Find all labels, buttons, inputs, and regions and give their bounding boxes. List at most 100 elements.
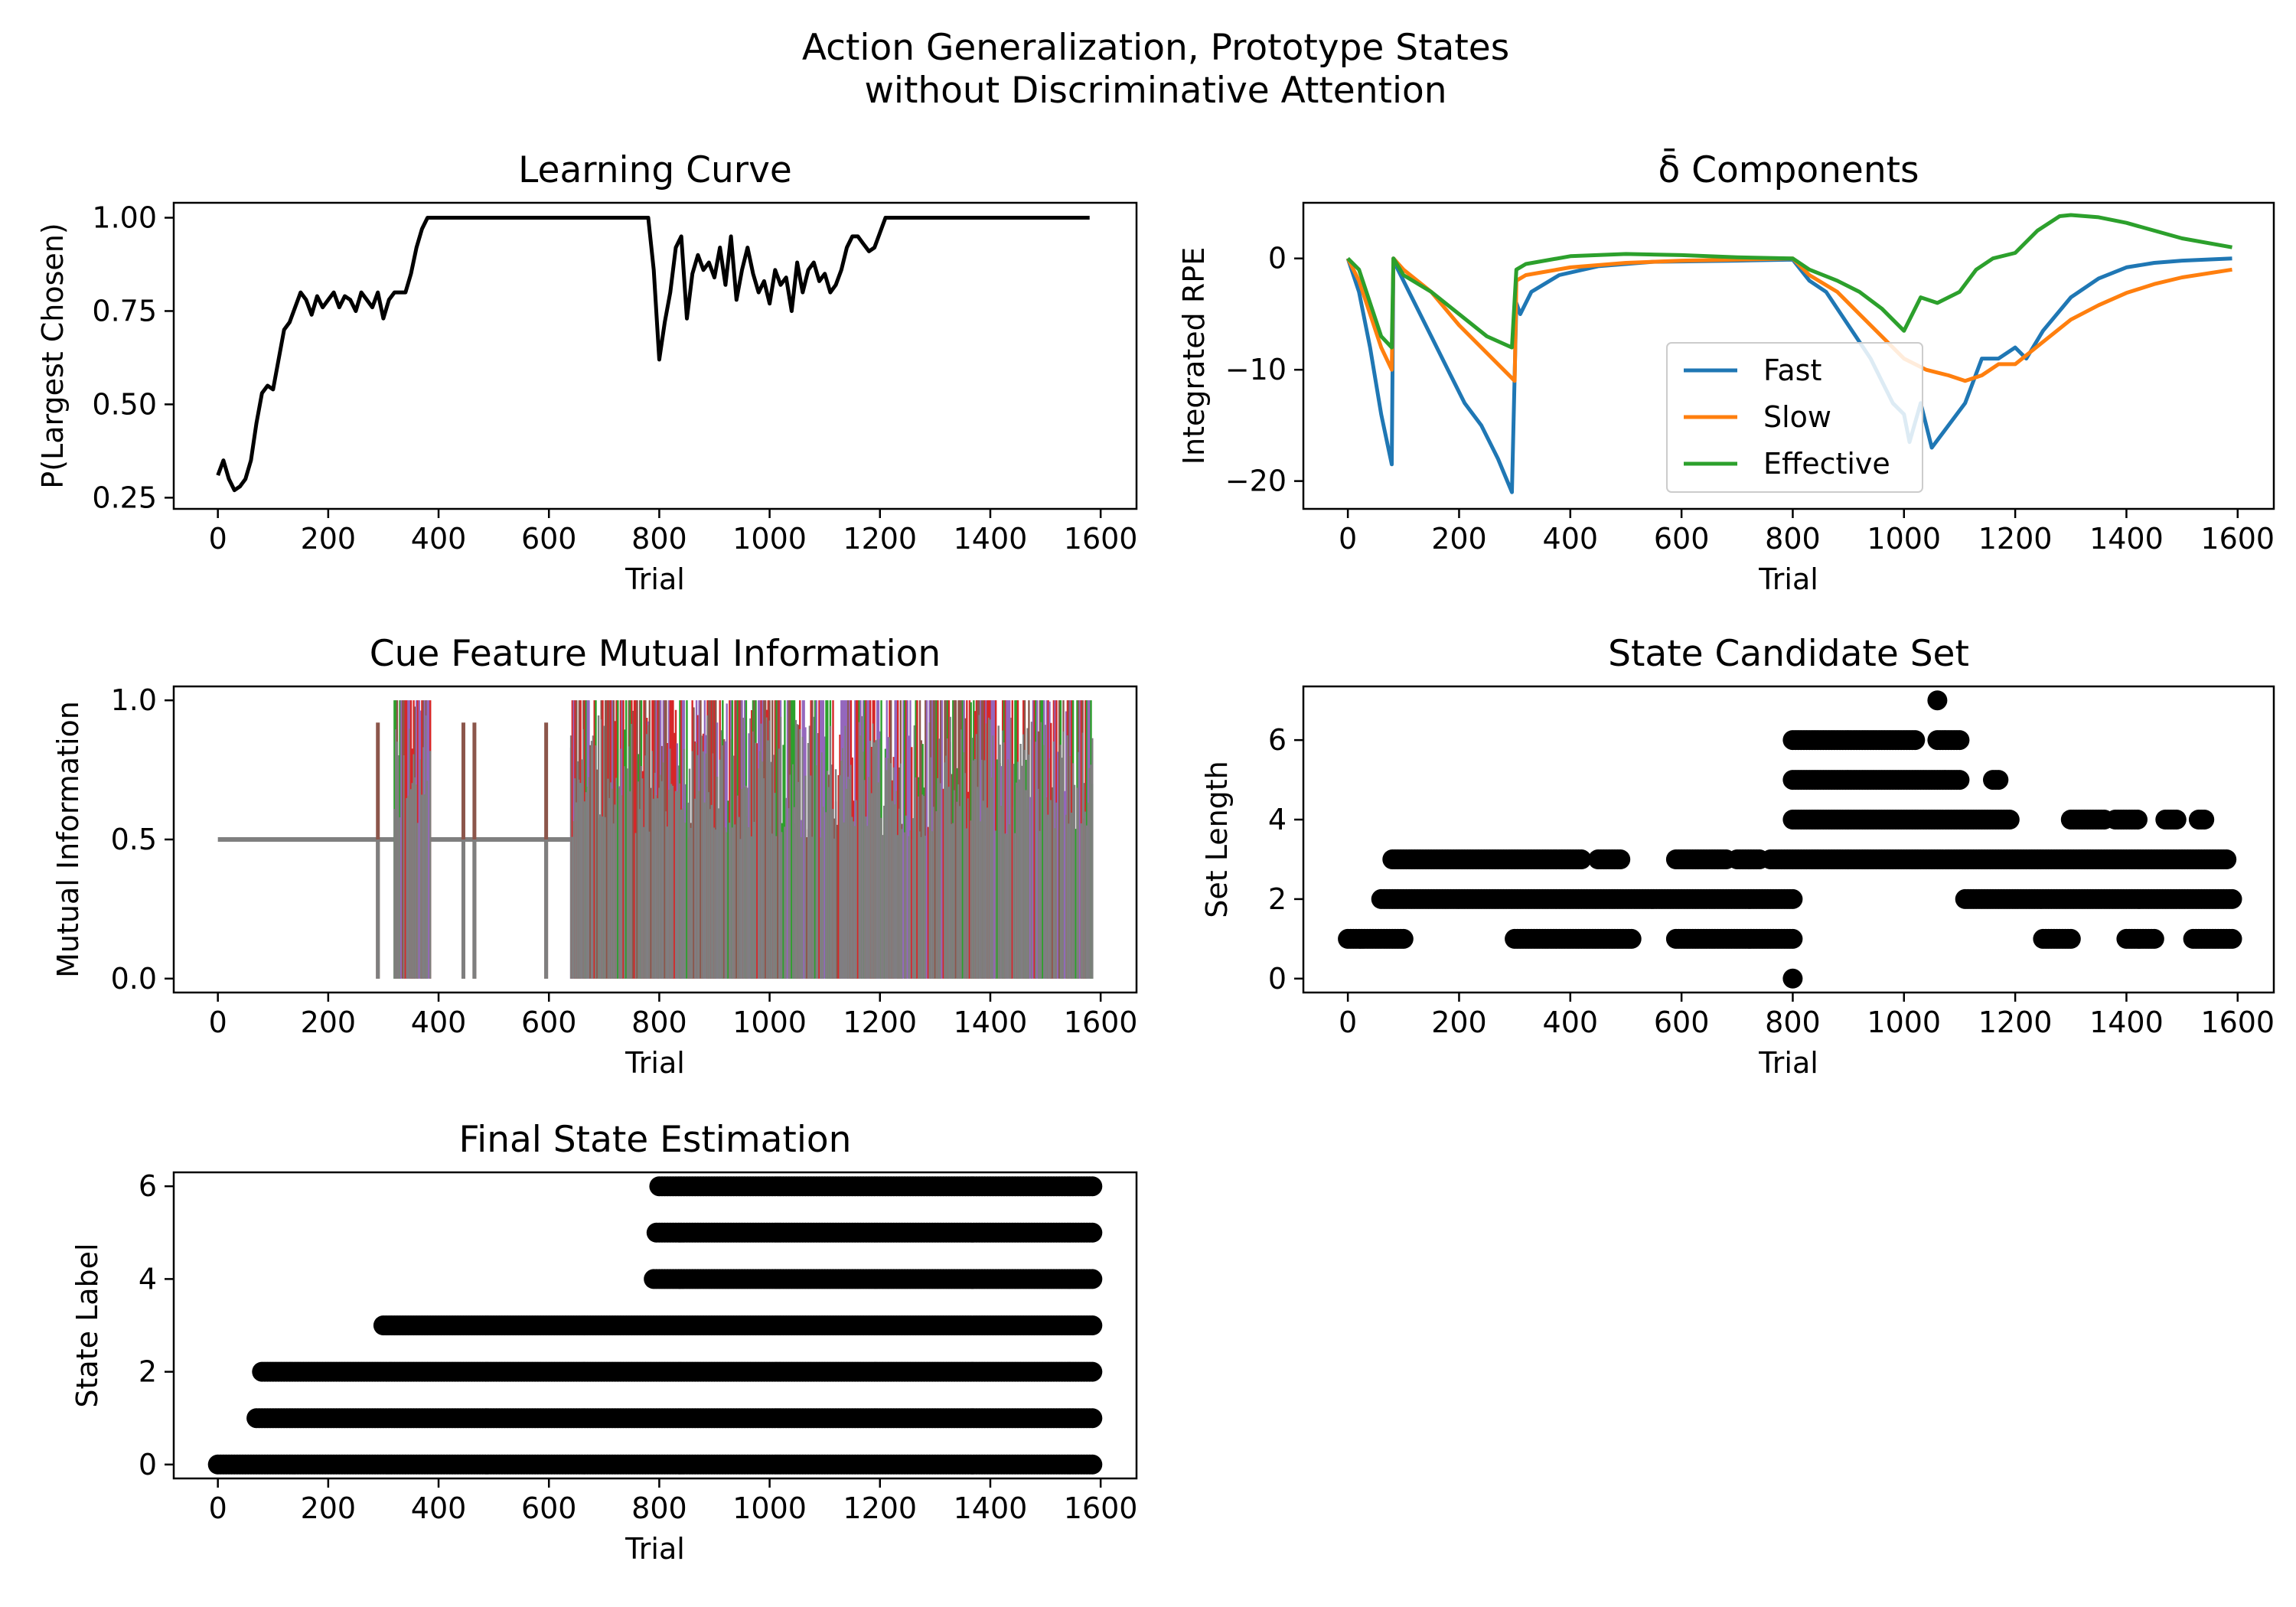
candidate-point	[2060, 928, 2081, 949]
delta-xtick-label: 1000	[1867, 522, 1941, 556]
candidate-point	[1905, 730, 1926, 751]
candidate-axes-frame	[1302, 685, 2275, 994]
final-ylabel: State Label	[70, 1243, 104, 1407]
final-xtick-label: 200	[301, 1491, 357, 1525]
final-xtick-label: 1000	[732, 1491, 807, 1525]
mutual-xtick-label: 1600	[1064, 1006, 1138, 1039]
learning-xlabel: Trial	[625, 562, 685, 596]
learning-xtick-label: 1600	[1064, 522, 1138, 556]
candidate-xtick-label: 800	[1765, 1006, 1821, 1039]
learning-ytick-label: 0.25	[92, 481, 157, 514]
legend-label-fast: Fast	[1763, 354, 1821, 387]
candidate-point	[2222, 888, 2242, 909]
final-xtick-label: 0	[209, 1491, 227, 1525]
figure-title-line2: without Discriminative Attention	[864, 70, 1446, 112]
final-point	[1082, 1176, 1103, 1197]
delta-axes-frame	[1302, 201, 2275, 510]
mutual-xtick-label: 400	[411, 1006, 467, 1039]
final-point	[1082, 1361, 1103, 1382]
learning-ylabel: P(Largest Chosen)	[36, 223, 70, 488]
final-ytick-label: 4	[139, 1262, 157, 1296]
learning-xtick-label: 1200	[843, 522, 917, 556]
mutual-xtick-label: 1400	[954, 1006, 1028, 1039]
delta-xtick-label: 800	[1765, 522, 1821, 556]
learning-title: Learning Curve	[518, 149, 792, 191]
final-point	[1082, 1315, 1103, 1335]
candidate-point	[1927, 690, 1948, 711]
candidate-xtick-label: 1200	[1978, 1006, 2053, 1039]
delta-xtick-label: 400	[1543, 522, 1599, 556]
candidate-point	[2216, 849, 2237, 869]
candidate-point	[1999, 810, 2020, 830]
candidate-xtick-label: 1400	[2089, 1006, 2164, 1039]
mutual-xtick-label: 1200	[843, 1006, 917, 1039]
final-title: Final State Estimation	[459, 1119, 852, 1161]
final-xtick-label: 400	[411, 1491, 467, 1525]
candidate-ylabel: Set Length	[1200, 761, 1234, 918]
final-ytick-label: 2	[139, 1355, 157, 1389]
subplot-delta: 0 200 400 600 800 1000 1200 1400 1600 0 −10 −20 δ̄ C…	[1177, 148, 2275, 596]
final-point	[1082, 1454, 1103, 1475]
final-ytick-label: 6	[139, 1169, 157, 1203]
final-xlabel: Trial	[625, 1532, 685, 1566]
legend-label-effective: Effective	[1763, 447, 1890, 481]
candidate-point	[2222, 928, 2242, 949]
learning-xtick-label: 200	[301, 522, 357, 556]
candidate-ytick-label: 2	[1268, 882, 1287, 916]
final-point	[1082, 1269, 1103, 1289]
candidate-data-layer	[1338, 690, 2242, 989]
candidate-point	[1782, 888, 1803, 909]
final-xtick-label: 1400	[954, 1491, 1028, 1525]
final-point	[1082, 1408, 1103, 1429]
candidate-xtick-label: 200	[1431, 1006, 1487, 1039]
final-xtick-label: 1200	[843, 1491, 917, 1525]
mutual-xlabel: Trial	[625, 1046, 685, 1080]
candidate-xtick-label: 0	[1339, 1006, 1357, 1039]
delta-ytick-label: −10	[1225, 353, 1287, 386]
candidate-point	[2194, 810, 2215, 830]
candidate-point	[1610, 849, 1631, 869]
legend-box	[1666, 342, 1923, 493]
delta-xtick-label: 1400	[2089, 522, 2164, 556]
mutual-ytick-label: 0.0	[111, 962, 157, 996]
candidate-point	[1782, 928, 1803, 949]
subplot-final: 0 200 400 600 800 1000 1200 1400 1600 0 2 4 6 Final S…	[70, 1119, 1137, 1566]
candidate-point	[1949, 730, 1970, 751]
candidate-point	[1988, 770, 2009, 790]
candidate-point	[2166, 810, 2187, 830]
mutual-xtick-label: 1000	[732, 1006, 807, 1039]
final-axes-frame	[172, 1171, 1138, 1480]
subplots: 0 200 400 600 800 1000 1200 1400 16000.250.500.7…	[36, 148, 2275, 1566]
delta-xtick-label: 1600	[2200, 522, 2275, 556]
final-point	[1082, 1222, 1103, 1243]
candidate-xtick-label: 400	[1543, 1006, 1599, 1039]
candidate-point	[2128, 810, 2148, 830]
delta-xtick-label: 1200	[1978, 522, 2053, 556]
candidate-ytick-label: 0	[1268, 962, 1287, 996]
candidate-xlabel: Trial	[1758, 1046, 1818, 1080]
subplot-mutual: 0 200 400 600 800 1000 1200 1400 1600 0.0 0.5 1.0 Cu…	[51, 633, 1137, 1080]
mutual-ylabel: Mutual Information	[51, 701, 85, 978]
delta-ylabel: Integrated RPE	[1177, 247, 1211, 464]
candidate-point	[1393, 928, 1414, 949]
mutual-data-layer	[217, 700, 1094, 979]
delta-xtick-label: 200	[1431, 522, 1487, 556]
candidate-xtick-label: 1000	[1867, 1006, 1941, 1039]
learning-axes-frame	[172, 201, 1138, 510]
candidate-title: State Candidate Set	[1608, 633, 1969, 675]
learning-xtick-label: 400	[411, 522, 467, 556]
candidate-point	[2144, 928, 2164, 949]
learning-xtick-label: 800	[631, 522, 687, 556]
candidate-point	[1571, 849, 1592, 869]
final-xtick-label: 600	[521, 1491, 577, 1525]
subplot-candidate: 0 200 400 600 800 1000 1200 1400 1600 0 2 4 6 State C…	[1200, 633, 2275, 1080]
learning-ytick-label: 0.50	[92, 387, 157, 421]
subplot-learning: 0 200 400 600 800 1000 1200 1400 1600 0.25 0.50 0.7…	[36, 149, 1137, 596]
delta-xtick-label: 600	[1654, 522, 1710, 556]
delta-data-layer	[1345, 213, 2232, 494]
final-data-layer	[207, 1176, 1103, 1475]
mutual-ytick-label: 0.5	[111, 823, 157, 856]
mutual-ytick-label: 1.0	[111, 683, 157, 717]
